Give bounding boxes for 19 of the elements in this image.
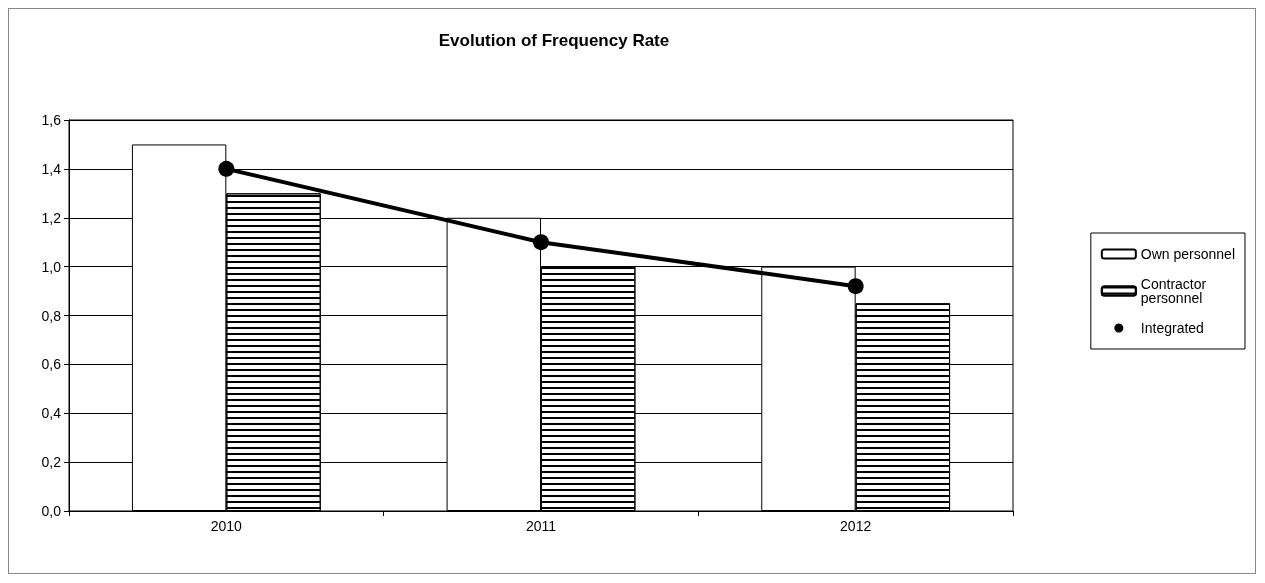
y-tick-label: 0,0 <box>41 503 62 519</box>
legend-label: Own personnel <box>1140 246 1236 262</box>
legend-label: Integrated <box>1140 320 1204 336</box>
x-tick-label: 2012 <box>840 518 872 534</box>
x-tick-label: 2010 <box>210 518 243 534</box>
y-tick-label: 0,4 <box>41 405 62 422</box>
y-tick-label: 1,4 <box>41 160 62 177</box>
y-tick-label: 1,0 <box>41 258 62 275</box>
y-tick-label: 0,2 <box>41 454 62 471</box>
y-tick-label: 0,6 <box>41 356 62 373</box>
y-tick-label: 1,2 <box>41 209 62 226</box>
point <box>847 278 864 295</box>
point <box>218 160 235 177</box>
x-tick-label: 2011 <box>525 518 557 534</box>
chart-title: Evolution of Frequency Rate <box>438 31 670 50</box>
y-tick-label: 0,8 <box>41 307 62 324</box>
point <box>533 234 549 251</box>
y-tick-label: 1,6 <box>41 112 62 128</box>
legend-label: Contractor personnel <box>1140 276 1207 306</box>
